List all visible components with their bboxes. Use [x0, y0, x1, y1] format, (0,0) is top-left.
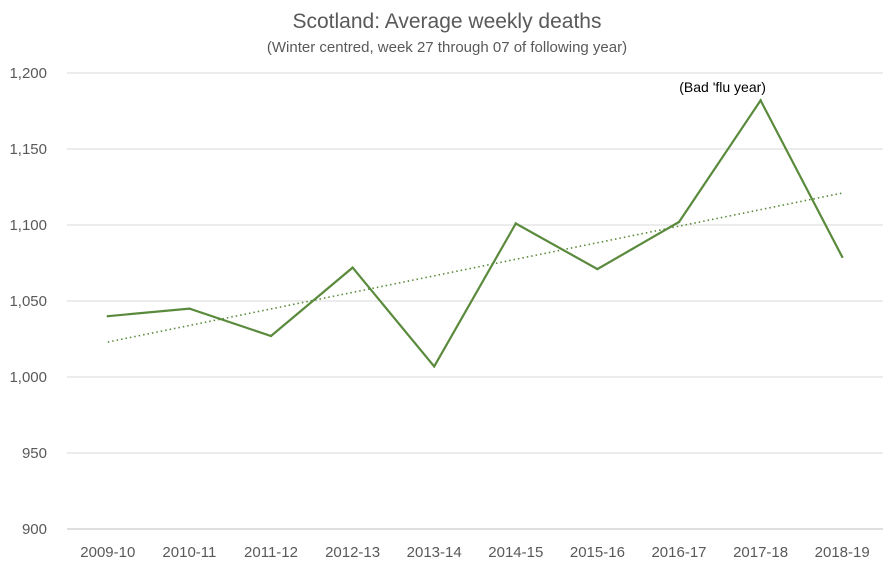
x-tick-label: 2018-19	[815, 544, 870, 561]
y-tick-label: 1,000	[9, 369, 47, 386]
data-point	[759, 99, 762, 102]
data-point	[514, 222, 517, 225]
series-line	[107, 98, 844, 369]
x-tick-label: 2016-17	[651, 544, 706, 561]
y-tick-label: 900	[22, 521, 47, 538]
data-point	[269, 334, 273, 338]
annotations: (Bad 'flu year)	[679, 79, 766, 95]
chart-subtitle: (Winter centred, week 27 through 07 of f…	[267, 39, 627, 56]
x-tick-label: 2011-12	[244, 544, 298, 561]
annotation-label: (Bad 'flu year)	[679, 79, 766, 95]
trendline	[107, 192, 843, 343]
y-tick-label: 1,050	[9, 293, 47, 310]
y-tick-label: 1,200	[9, 65, 47, 82]
data-point	[841, 255, 844, 259]
x-tick-label: 2014-15	[488, 544, 543, 561]
y-tick-label: 1,150	[9, 141, 47, 158]
data-point	[596, 267, 599, 271]
trendline-group	[107, 192, 843, 343]
chart-title: Scotland: Average weekly deaths	[293, 10, 602, 33]
x-tick-label: 2010-11	[162, 544, 216, 561]
x-tick-label: 2013-14	[407, 544, 462, 561]
gridlines	[67, 72, 883, 530]
x-axis-ticks: 2009-10 2010-11 2011-12 2012-13 2013-14 2014-…	[80, 544, 869, 561]
data-point	[351, 266, 354, 269]
x-tick-label: 2017-18	[733, 544, 788, 561]
data-point	[433, 365, 436, 368]
data-point	[188, 307, 191, 310]
data-point	[106, 315, 110, 318]
y-tick-label: 1,100	[9, 217, 47, 234]
x-tick-label: 2009-10	[80, 544, 135, 561]
x-tick-label: 2015-16	[570, 544, 625, 561]
x-tick-label: 2012-13	[325, 544, 380, 561]
y-axis-ticks: 900 950 1,000 1,050 1,100 1,150 1,200	[9, 65, 47, 538]
y-tick-label: 950	[22, 445, 47, 462]
series-group	[106, 98, 844, 369]
data-point	[677, 220, 681, 224]
